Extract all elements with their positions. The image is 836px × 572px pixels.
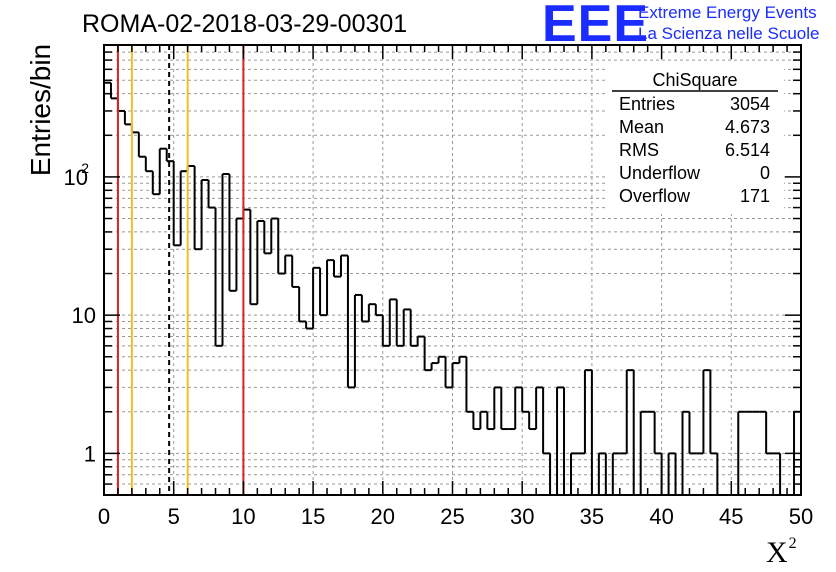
y-tick-label: 10 [72, 303, 96, 328]
stats-value: 171 [740, 186, 770, 206]
x-tick-label: 25 [440, 504, 464, 529]
eee-logo-line2: La Scienza nelle Scuole [638, 24, 820, 43]
eee-logo-line1: Extreme Energy Events [638, 3, 817, 22]
stats-background [608, 62, 784, 214]
chart-title: ROMA-02-2018-03-29-00301 [82, 10, 408, 38]
stats-label: Entries [619, 94, 675, 114]
x-tick-label: 0 [98, 504, 110, 529]
x-tick-label: 40 [649, 504, 673, 529]
x-tick-label: 45 [719, 504, 743, 529]
stats-label: RMS [619, 140, 659, 160]
stats-label: Overflow [619, 186, 691, 206]
x-tick-label: 10 [231, 504, 255, 529]
stats-value: 0 [760, 163, 770, 183]
y-tick-label: 1 [84, 441, 96, 466]
marker-lines-layer [116, 45, 245, 495]
x-tick-label: 5 [168, 504, 180, 529]
x-tick-label: 35 [580, 504, 604, 529]
stats-value: 6.514 [725, 140, 770, 160]
stats-label: Underflow [619, 163, 701, 183]
stats-value: 3054 [730, 94, 770, 114]
y-tick-label-exponent: 2 [81, 160, 89, 176]
x-tick-label: 30 [510, 504, 534, 529]
x-tick-label: 20 [371, 504, 395, 529]
x-tick-label: 15 [301, 504, 325, 529]
y-tick-label: 10 [64, 165, 88, 190]
x-axis-label-base: X [766, 536, 788, 569]
stats-title: ChiSquare [652, 70, 737, 90]
x-axis-label-superscript: 2 [788, 535, 797, 552]
x-tick-label: 50 [789, 504, 813, 529]
stats-label: Mean [619, 117, 664, 137]
stats-value: 4.673 [725, 117, 770, 137]
stats-box: ChiSquare Entries 3054 Mean 4.673 RMS 6.514 Und… [608, 62, 784, 214]
x-axis-label: X2 [766, 535, 797, 570]
